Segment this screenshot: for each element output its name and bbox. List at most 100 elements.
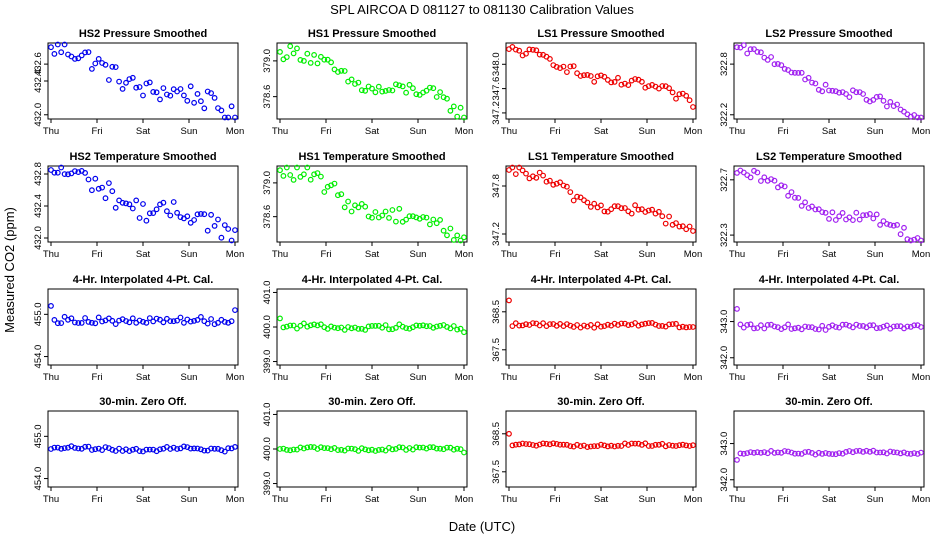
data-point — [744, 450, 751, 457]
data-point — [218, 234, 225, 241]
data-point — [375, 83, 382, 90]
data-point — [129, 74, 136, 81]
data-point — [54, 320, 61, 327]
data-point — [133, 84, 140, 91]
data-point — [170, 199, 177, 205]
y-tick-label: 347.6 — [491, 77, 502, 101]
data-point — [812, 326, 819, 332]
x-axis-label: Date (UTC) — [449, 519, 515, 534]
data-point — [884, 220, 890, 227]
data-point — [860, 212, 866, 219]
data-point — [509, 164, 516, 171]
data-point — [160, 85, 167, 91]
data-point — [123, 318, 129, 324]
data-point — [283, 447, 290, 453]
data-point — [301, 320, 307, 327]
x-tick-label: Fri — [91, 126, 102, 137]
data-point — [734, 44, 740, 51]
data-point — [369, 85, 375, 92]
data-point — [71, 319, 78, 326]
data-point — [802, 199, 808, 206]
x-tick-label: Thu — [501, 126, 517, 137]
data-point — [177, 314, 184, 321]
data-point — [884, 103, 890, 110]
data-point — [683, 92, 690, 99]
data-point — [277, 446, 283, 452]
data-point — [873, 449, 880, 456]
data-point — [679, 441, 686, 448]
data-point — [676, 442, 683, 449]
data-point — [754, 325, 761, 331]
data-point — [907, 237, 914, 244]
data-point — [201, 105, 208, 112]
data-point — [812, 206, 819, 213]
data-point — [78, 320, 85, 326]
data-point — [399, 323, 406, 330]
data-point — [143, 80, 150, 87]
data-point — [608, 442, 615, 449]
data-point — [839, 321, 846, 328]
data-point — [345, 445, 352, 452]
data-point — [533, 47, 540, 54]
data-point — [201, 211, 208, 218]
data-point — [584, 444, 591, 451]
data-point — [208, 445, 215, 452]
x-tick-label: Mon — [455, 249, 473, 260]
x-tick-label: Thu — [501, 372, 517, 383]
y-tick-label: 322.7 — [719, 168, 730, 192]
data-point — [112, 64, 119, 70]
data-point — [850, 217, 856, 224]
data-point — [423, 214, 430, 221]
data-point — [410, 213, 416, 220]
data-point — [690, 442, 696, 449]
x-tick-label: Sun — [867, 126, 884, 137]
data-point — [184, 213, 191, 220]
data-point — [911, 450, 918, 457]
data-point — [550, 440, 557, 447]
data-point — [427, 221, 433, 228]
data-point — [82, 169, 88, 176]
data-point — [221, 448, 228, 455]
data-point — [191, 217, 198, 223]
data-point — [751, 325, 757, 332]
data-point — [157, 96, 163, 103]
data-point — [764, 57, 771, 63]
data-point — [321, 189, 328, 195]
data-point — [744, 322, 751, 328]
data-point — [311, 171, 318, 178]
data-point — [894, 449, 900, 456]
data-point — [802, 449, 808, 456]
data-point — [795, 69, 802, 76]
x-tick-label: Sat — [365, 494, 380, 505]
data-point — [758, 322, 764, 329]
data-point — [82, 443, 88, 450]
data-point — [65, 171, 71, 178]
data-point — [887, 221, 894, 228]
x-tick-label: Sat — [594, 372, 609, 383]
x-tick-label: Sun — [181, 249, 198, 260]
data-point — [666, 442, 672, 448]
data-point — [232, 444, 238, 450]
x-tick-label: Sat — [822, 249, 837, 260]
data-point — [771, 177, 778, 184]
data-point — [795, 450, 802, 457]
y-tick-label: 347.8 — [491, 174, 502, 198]
data-point — [389, 207, 396, 213]
data-point — [587, 203, 594, 210]
data-point — [109, 188, 116, 195]
data-point — [625, 82, 632, 88]
figure-title: SPL AIRCOA D 081127 to 081130 Calibratio… — [330, 2, 634, 17]
data-point — [304, 164, 311, 171]
data-point — [519, 167, 526, 174]
x-tick-label: Fri — [549, 494, 560, 505]
data-point — [54, 41, 61, 48]
data-point — [324, 445, 331, 452]
data-point — [348, 208, 355, 215]
data-point — [516, 164, 523, 171]
data-point — [461, 449, 467, 456]
data-point — [740, 324, 747, 331]
data-point — [170, 318, 177, 325]
data-point — [560, 182, 567, 189]
data-point — [307, 60, 314, 66]
data-point — [109, 317, 116, 324]
